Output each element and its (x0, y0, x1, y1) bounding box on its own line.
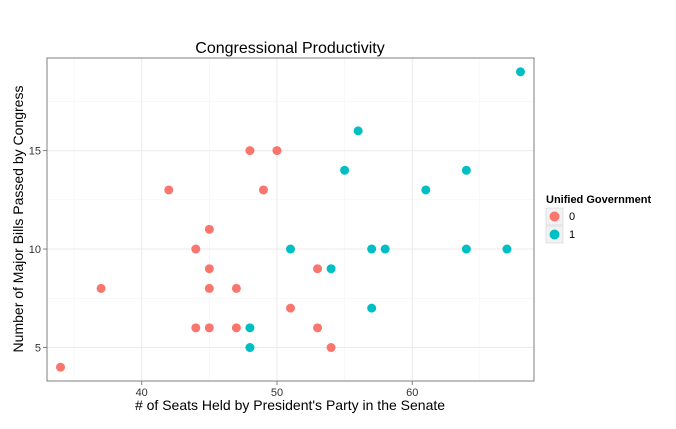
data-point-series-0 (231, 323, 241, 333)
data-point-series-1 (515, 67, 525, 77)
data-point-series-0 (204, 283, 214, 293)
y-axis-label: Number of Major Bills Passed by Congress (10, 86, 26, 353)
plot-panel (47, 58, 534, 381)
data-point-series-0 (326, 343, 336, 353)
data-point-series-0 (191, 323, 201, 333)
plot-border (46, 57, 535, 382)
data-point-series-1 (502, 244, 512, 254)
data-point-series-1 (461, 244, 471, 254)
legend: Unified Government 0 1 (545, 194, 651, 244)
y-tick-label: 5 (35, 343, 41, 355)
data-point-series-1 (367, 244, 377, 254)
data-point-series-0 (313, 264, 323, 274)
data-point-series-0 (258, 185, 268, 195)
x-tick-label: 40 (136, 387, 148, 399)
data-point-series-0 (204, 323, 214, 333)
chart-title: Congressional Productivity (195, 40, 384, 57)
data-point-series-0 (313, 323, 323, 333)
legend-swatch-1 (549, 229, 560, 240)
data-point-series-1 (421, 185, 431, 195)
data-point-series-0 (272, 146, 282, 156)
data-point-series-0 (164, 185, 174, 195)
y-tick-label: 15 (29, 146, 41, 158)
data-point-series-0 (204, 224, 214, 234)
data-point-series-1 (367, 303, 377, 313)
legend-title: Unified Government (546, 194, 651, 206)
x-axis-label: # of Seats Held by President's Party in … (135, 397, 445, 413)
x-tick-label: 50 (271, 387, 283, 399)
data-points (56, 67, 525, 372)
data-point-series-0 (56, 362, 66, 372)
data-point-series-0 (204, 264, 214, 274)
data-point-series-1 (461, 165, 471, 175)
y-tick-label: 10 (29, 244, 41, 256)
x-tick-label: 60 (406, 387, 418, 399)
data-point-series-0 (286, 303, 295, 313)
data-point-series-1 (353, 126, 363, 136)
legend-swatch-0 (549, 211, 560, 222)
data-point-series-1 (245, 343, 255, 353)
grid (47, 58, 534, 381)
legend-label-0: 0 (569, 211, 575, 223)
data-point-series-1 (286, 244, 295, 254)
axis-ticks: 40 50 60 5 10 15 (29, 146, 419, 399)
data-point-series-0 (96, 283, 106, 293)
data-point-series-1 (380, 244, 390, 254)
data-point-series-1 (340, 165, 350, 175)
data-point-series-0 (191, 244, 201, 254)
data-point-series-0 (245, 146, 255, 156)
data-point-series-1 (326, 264, 336, 274)
data-point-series-0 (231, 283, 241, 293)
legend-label-1: 1 (569, 229, 575, 241)
data-point-series-1 (245, 323, 255, 333)
